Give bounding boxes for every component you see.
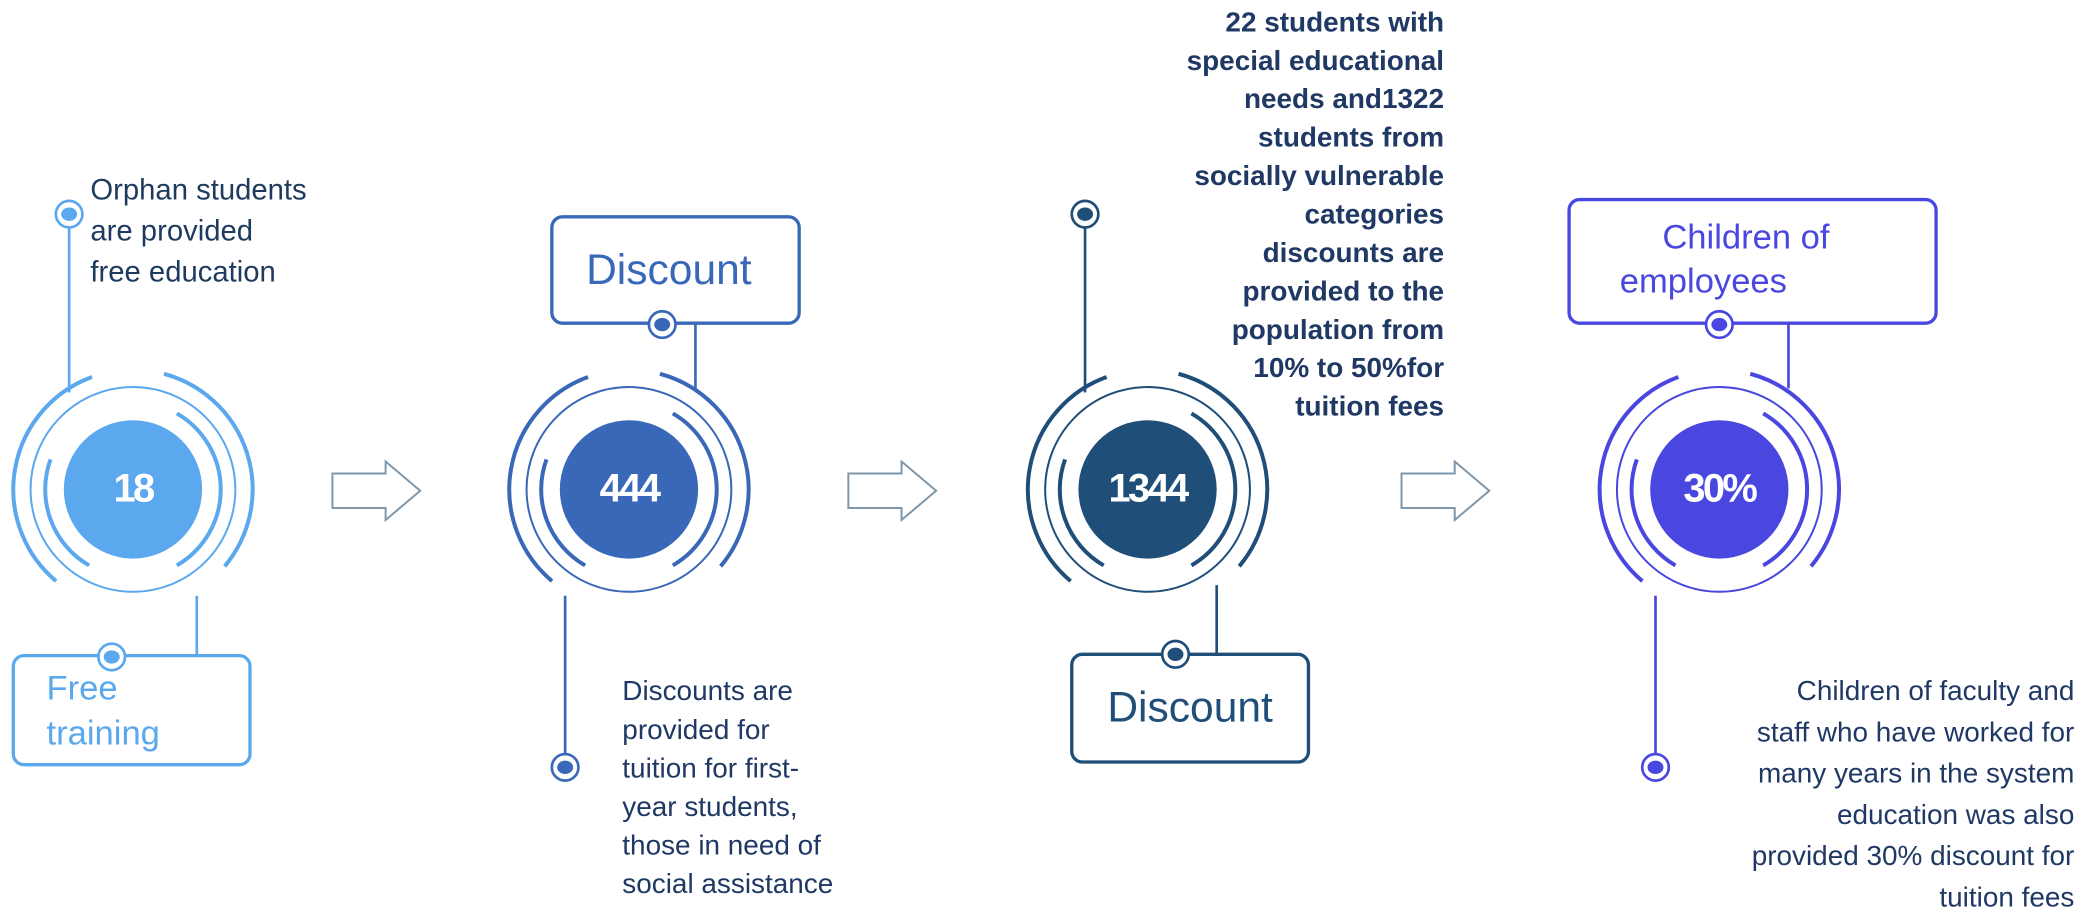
box-label: Discount [586, 246, 752, 294]
connector-dot-core [61, 207, 78, 221]
step-description: provided for [622, 714, 769, 745]
step-value: 18 [113, 466, 154, 510]
connector-dot-core [1647, 760, 1664, 774]
step-value: 1344 [1109, 466, 1190, 510]
arrow [331, 459, 422, 523]
value-circle [1078, 420, 1217, 559]
step-description: Orphan students [90, 174, 306, 206]
value-circle [1650, 420, 1789, 559]
ring-arc [1597, 375, 1680, 583]
step-description: free education [90, 257, 275, 289]
step-description: students from [1258, 122, 1444, 153]
step-description: socially vulnerable [1194, 160, 1444, 191]
ring-arc [539, 458, 587, 568]
box-label: Free [47, 669, 118, 707]
label-box [11, 653, 252, 767]
label-box [1567, 197, 1938, 325]
step-value: 444 [600, 466, 661, 510]
ring-arc [659, 371, 751, 568]
connector-dot-core [654, 317, 671, 332]
ring-arc [507, 375, 589, 583]
ring-arc [1762, 411, 1810, 568]
ring [1615, 386, 1823, 593]
step-description: 22 students with [1225, 6, 1444, 37]
box-label: employees [1620, 262, 1787, 300]
step-description: tuition fees [1295, 391, 1444, 422]
arrows [331, 459, 1491, 523]
step-description: are provided [90, 216, 253, 248]
step-description: many years in the system [1758, 758, 2074, 789]
step-description: Discounts are [622, 675, 793, 706]
ring-arc [43, 458, 91, 568]
box-label: training [47, 715, 160, 753]
ring-arc [1057, 458, 1105, 568]
ring-arc [1025, 375, 1108, 583]
step-description: tuition fees [1939, 881, 2074, 912]
connector-dot-core [1167, 647, 1184, 661]
value-circle [559, 420, 699, 559]
ring-arc [671, 411, 719, 568]
ring [29, 386, 237, 593]
connector-dot-core [1711, 317, 1728, 332]
connector-dot-core [557, 760, 574, 774]
step-description: needs and1322 [1244, 83, 1444, 114]
ring-arc [175, 411, 223, 568]
step-description: staff who have worked for [1757, 716, 2074, 747]
ring-arc [11, 375, 93, 583]
ring-arc [1749, 371, 1841, 568]
step-description: categories [1304, 199, 1444, 230]
step-description: those in need of [622, 829, 821, 860]
step-description: tuition for first- [622, 752, 799, 783]
connector-dot-core [1077, 207, 1094, 221]
arrow [1400, 459, 1491, 523]
connector-dot-core [103, 650, 120, 664]
step-value: 30% [1683, 466, 1757, 510]
box-label: Children of [1662, 219, 1830, 257]
step-description: population from [1232, 314, 1444, 345]
ring-arc [1190, 411, 1238, 568]
step-description: year students, [622, 791, 797, 822]
step-description: 10% to 50%for [1253, 352, 1444, 383]
step-description: education was also [1837, 799, 2074, 830]
step-description: social assistance [622, 868, 833, 899]
ring [525, 386, 733, 593]
ring-arc [1178, 371, 1270, 568]
step-description: Children of faculty and [1797, 675, 2075, 706]
ring [1044, 386, 1251, 593]
step-description: provided 30% discount for [1752, 840, 2075, 871]
step-description: special educational [1187, 45, 1444, 76]
value-circle [63, 420, 203, 559]
ring-arc [163, 371, 255, 568]
box-label: Discount [1107, 683, 1273, 731]
step-description: provided to the [1243, 275, 1445, 306]
step-description: discounts are [1263, 237, 1444, 268]
ring-arc [1629, 458, 1677, 568]
arrow [847, 459, 938, 523]
